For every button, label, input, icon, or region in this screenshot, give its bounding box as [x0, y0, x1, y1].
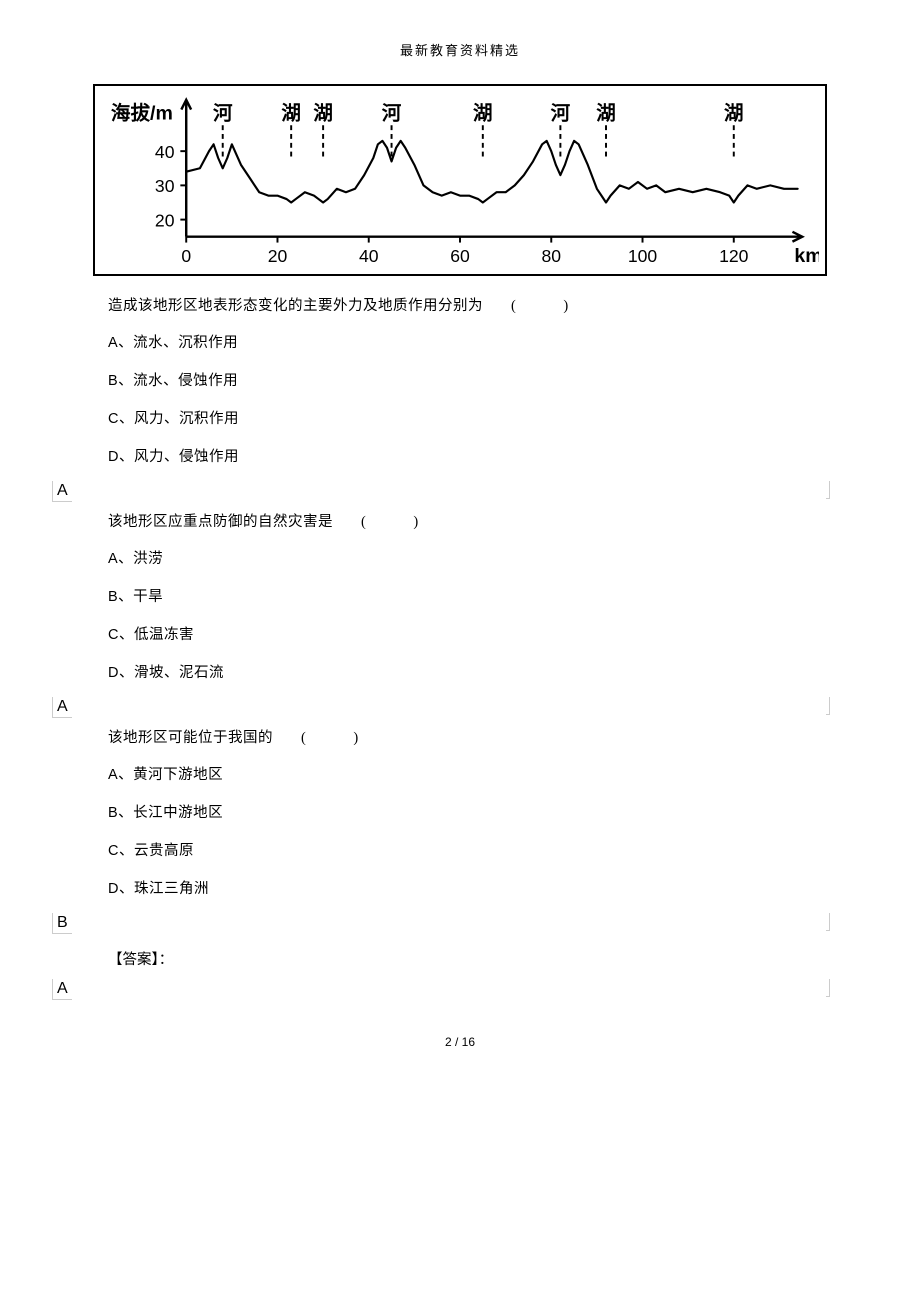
option-text: 干旱: [133, 589, 163, 605]
option-row: A、黄河下游地区: [108, 761, 830, 790]
option-separator: 、: [119, 843, 134, 859]
option-row: B、流水、侵蚀作用: [108, 367, 830, 396]
svg-text:80: 80: [541, 246, 561, 266]
option-separator: 、: [119, 411, 134, 427]
option-separator: 、: [118, 335, 133, 351]
option-label: C: [108, 411, 119, 427]
option-label: D: [108, 665, 119, 681]
given-answer: A: [52, 481, 72, 502]
option-label: D: [108, 449, 119, 465]
question-stem-text: 该地形区应重点防御的自然灾害是: [108, 514, 333, 530]
option-separator: 、: [118, 767, 133, 783]
question-stem: 该地形区可能位于我国的 ( ): [108, 726, 830, 747]
option-separator: 、: [119, 881, 134, 897]
answer-blank: ( ): [301, 726, 359, 747]
question-stem: 该地形区应重点防御的自然灾害是 ( ): [108, 510, 830, 531]
svg-text:湖: 湖: [473, 102, 493, 124]
margin-mark-icon: [826, 697, 830, 715]
option-row: B、长江中游地区: [108, 799, 830, 828]
svg-text:120: 120: [719, 246, 749, 266]
margin-mark-icon: [826, 913, 830, 931]
option-text: 珠江三角洲: [134, 881, 209, 897]
svg-text:海拔/m: 海拔/m: [111, 101, 173, 124]
svg-text:0: 0: [181, 246, 191, 266]
option-label: B: [108, 373, 118, 389]
question-stem-text: 造成该地形区地表形态变化的主要外力及地质作用分别为: [108, 298, 483, 314]
svg-text:40: 40: [155, 142, 175, 162]
svg-text:40: 40: [359, 246, 379, 266]
option-label: A: [108, 335, 118, 351]
given-answer: A: [52, 697, 72, 718]
option-separator: 、: [118, 373, 133, 389]
profile-svg: 203040海拔/m020406080100120km河湖湖河湖河湖湖: [101, 92, 819, 268]
svg-text:河: 河: [551, 102, 571, 124]
final-answer: A: [52, 979, 72, 1000]
option-row: D、风力、侵蚀作用: [108, 443, 830, 472]
svg-text:湖: 湖: [596, 102, 616, 124]
option-text: 风力、侵蚀作用: [134, 449, 239, 465]
option-row: A、流水、沉积作用: [108, 329, 830, 358]
option-text: 风力、沉积作用: [134, 411, 239, 427]
question-stem: 造成该地形区地表形态变化的主要外力及地质作用分别为 ( ): [108, 294, 830, 315]
option-row: B、干旱: [108, 583, 830, 612]
option-row: D、滑坡、泥石流: [108, 659, 830, 688]
option-separator: 、: [118, 551, 133, 567]
svg-text:河: 河: [213, 102, 233, 124]
question-stem-text: 该地形区可能位于我国的: [108, 730, 273, 746]
svg-text:湖: 湖: [724, 102, 744, 124]
svg-text:河: 河: [382, 102, 402, 124]
svg-text:30: 30: [155, 176, 175, 196]
svg-text:湖: 湖: [281, 102, 301, 124]
option-separator: 、: [119, 449, 134, 465]
answer-blank: ( ): [361, 510, 419, 531]
svg-text:20: 20: [268, 246, 288, 266]
elevation-profile-figure: 203040海拔/m020406080100120km河湖湖河湖河湖湖: [93, 84, 827, 276]
margin-mark-icon: [826, 979, 830, 997]
option-text: 长江中游地区: [133, 805, 223, 821]
svg-text:湖: 湖: [313, 102, 333, 124]
page-number: 2 / 16: [90, 1035, 830, 1049]
option-text: 低温冻害: [134, 627, 194, 643]
svg-text:20: 20: [155, 210, 175, 230]
option-row: C、低温冻害: [108, 621, 830, 650]
option-separator: 、: [118, 805, 133, 821]
option-label: A: [108, 767, 118, 783]
svg-text:km: km: [794, 245, 819, 267]
margin-mark-icon: [826, 481, 830, 499]
option-text: 流水、侵蚀作用: [133, 373, 238, 389]
option-label: B: [108, 805, 118, 821]
svg-text:100: 100: [628, 246, 658, 266]
option-label: C: [108, 627, 119, 643]
option-label: D: [108, 881, 119, 897]
option-text: 滑坡、泥石流: [134, 665, 224, 681]
option-separator: 、: [119, 665, 134, 681]
option-text: 洪涝: [133, 551, 163, 567]
answer-header: 【答案】：: [108, 948, 830, 969]
option-text: 流水、沉积作用: [133, 335, 238, 351]
option-text: 黄河下游地区: [133, 767, 223, 783]
option-separator: 、: [119, 627, 134, 643]
option-label: B: [108, 589, 118, 605]
option-row: C、云贵高原: [108, 837, 830, 866]
option-row: D、珠江三角洲: [108, 875, 830, 904]
option-separator: 、: [118, 589, 133, 605]
option-row: A、洪涝: [108, 545, 830, 574]
svg-text:60: 60: [450, 246, 470, 266]
answer-blank: ( ): [511, 294, 569, 315]
option-text: 云贵高原: [134, 843, 194, 859]
option-label: C: [108, 843, 119, 859]
option-label: A: [108, 551, 118, 567]
page-header-title: 最新教育资料精选: [90, 40, 830, 59]
given-answer: B: [52, 913, 72, 934]
option-row: C、风力、沉积作用: [108, 405, 830, 434]
